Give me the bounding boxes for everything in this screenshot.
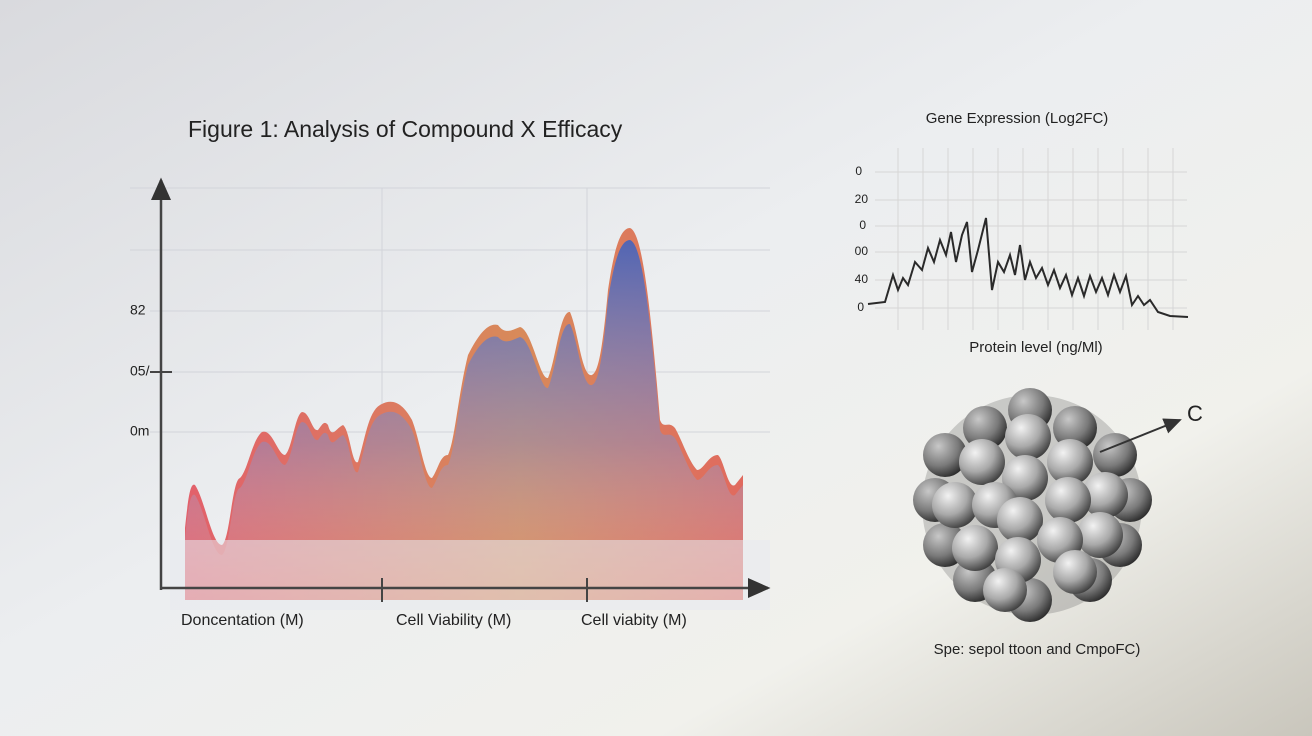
inset-grid [875,148,1187,330]
inset-y-label: 40 [855,272,869,286]
inset-y-label: 0 [859,218,866,232]
inset-y-label: 0 [857,300,864,314]
inset-y-label: 20 [855,192,869,206]
x-label: Cell viabity (M) [581,612,687,629]
pointer-arrow [1099,418,1182,453]
y-label: 0m [130,423,149,439]
particle-label: C [1187,401,1203,426]
x-label: Doncentation (M) [181,612,304,629]
area-fill [185,240,743,610]
inset-y-label: 00 [855,244,869,258]
main-title: Figure 1: Analysis of Compound X Efficac… [188,116,623,142]
inset-y-label: 0 [855,164,862,178]
x-label: Cell Viability (M) [396,612,511,629]
y-label: 82 [130,302,146,318]
y-label: 05/ [130,363,150,379]
particle-caption: Spe: sepol ttoon and CmpoFC) [934,641,1141,658]
axes [150,177,771,602]
inset-line [867,217,1189,318]
inset-title: Gene Expression (Log2FC) [926,110,1109,127]
particle-cluster [913,388,1152,622]
inset-x-label: Protein level (ng/Ml) [969,339,1102,356]
area-fade [170,540,770,610]
